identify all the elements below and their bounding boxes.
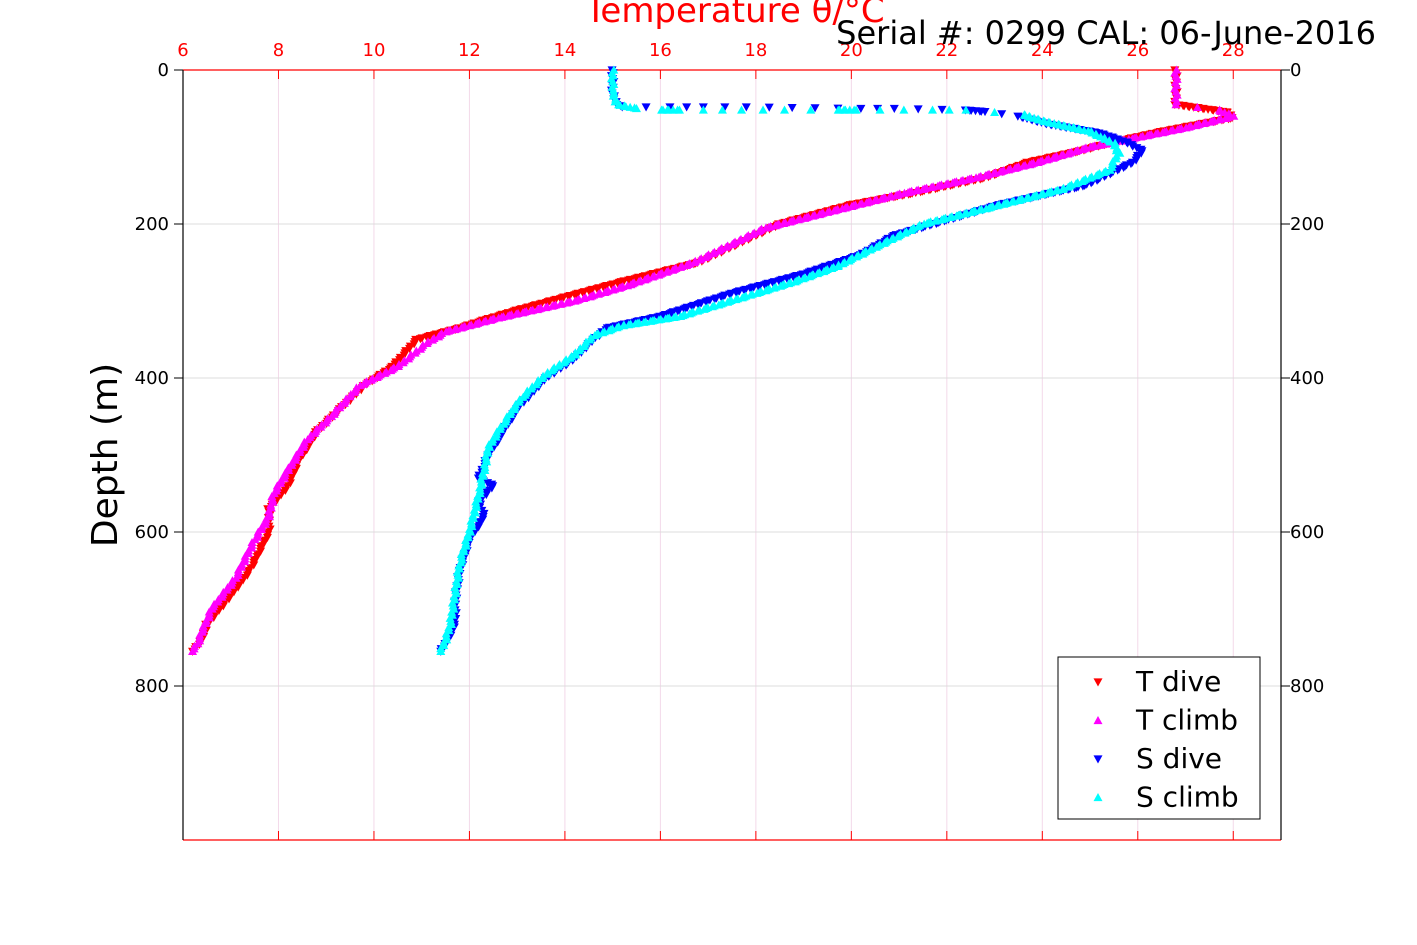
y-tick-label: 0 [158,60,169,81]
data-point [682,103,692,112]
y-tick-label-right: 600 [1290,522,1324,543]
data-point [665,103,675,112]
y-tick-label: 200 [135,214,169,235]
x-tick-label: 18 [744,40,767,61]
y-tick-label: 800 [135,676,169,697]
x-tick-label: 26 [1126,40,1149,61]
data-point [717,105,727,114]
data-point [810,104,820,113]
data-point [280,486,290,495]
legend-marker [1093,678,1103,687]
data-point [436,646,446,655]
plot-data [188,65,1239,656]
data-point [990,107,1000,116]
data-point [229,588,239,597]
legend-box [1057,656,1261,820]
data-point [758,105,768,114]
data-point [487,484,497,493]
y-tick-label-right: 200 [1290,214,1324,235]
series-t-climb [188,65,1239,655]
data-point [641,103,651,112]
data-point [806,105,816,114]
data-point [928,105,938,114]
data-point [889,104,899,113]
data-point [405,344,415,353]
y-tick-label: 400 [135,368,169,389]
legend-label: T dive [1135,665,1221,698]
series-s-climb [436,65,1125,655]
data-point [875,105,885,114]
data-point [233,583,243,592]
data-point [737,105,747,114]
series-s-dive [436,66,1147,656]
data-point [632,104,642,113]
y-tick-label-right: 0 [1290,60,1301,81]
data-point [780,105,790,114]
axes [174,69,1290,841]
data-point [997,110,1007,119]
data-point [395,356,405,365]
data-point [980,107,990,117]
legend-label: S climb [1136,781,1239,814]
data-point [1105,137,1115,146]
data-point [720,103,730,112]
chart-subtitle: Serial #: 0299 CAL: 06-June-2016 [836,14,1376,52]
data-point [856,104,866,113]
x-tick-label: 8 [273,40,284,61]
legend-marker [1093,755,1103,764]
x-tick-label: 28 [1222,40,1245,61]
data-point [1192,102,1202,111]
data-point [399,351,409,360]
y-axis-label: Depth (m) [85,363,126,547]
legend-label: T climb [1135,704,1238,737]
data-point [787,103,797,113]
data-point [961,105,971,114]
legend-marker [1093,793,1103,802]
data-point [851,105,861,114]
data-point [224,595,234,604]
data-point [409,340,419,349]
y-tick-label-right: 800 [1290,676,1324,697]
x-tick-label: 20 [840,40,863,61]
data-point [937,105,947,115]
data-point [1172,96,1182,106]
data-point [674,105,684,114]
data-point [481,491,491,500]
y-tick-label: 600 [135,522,169,543]
tick-labels: 6 8 10 12 14 16 18 20 22 24 26 28 0 0 200 200 400 400 600 6… [135,40,1325,697]
data-point [741,103,751,112]
x-tick-label: 12 [458,40,481,61]
x-tick-label: 14 [553,40,576,61]
data-point [1131,156,1141,165]
data-point [188,646,198,655]
data-point [1136,149,1146,158]
x-tick-label: 24 [1031,40,1054,61]
data-point [242,571,252,580]
data-point [913,105,923,114]
x-tick-label: 22 [935,40,958,61]
data-point [944,105,954,114]
data-point [899,105,909,114]
x-tick-label: 10 [363,40,386,61]
data-point [1171,100,1181,109]
x-tick-label: 6 [177,40,188,61]
data-point [698,105,708,114]
x-tick-label: 16 [649,40,672,61]
y-tick-label-right: 400 [1290,368,1324,389]
data-point [764,103,774,112]
legend: T dive T climb S dive S climb [1057,656,1261,820]
chart-title: Temperature θ/°C [584,0,884,31]
legend-label: S dive [1136,742,1222,775]
legend-marker [1093,716,1103,725]
